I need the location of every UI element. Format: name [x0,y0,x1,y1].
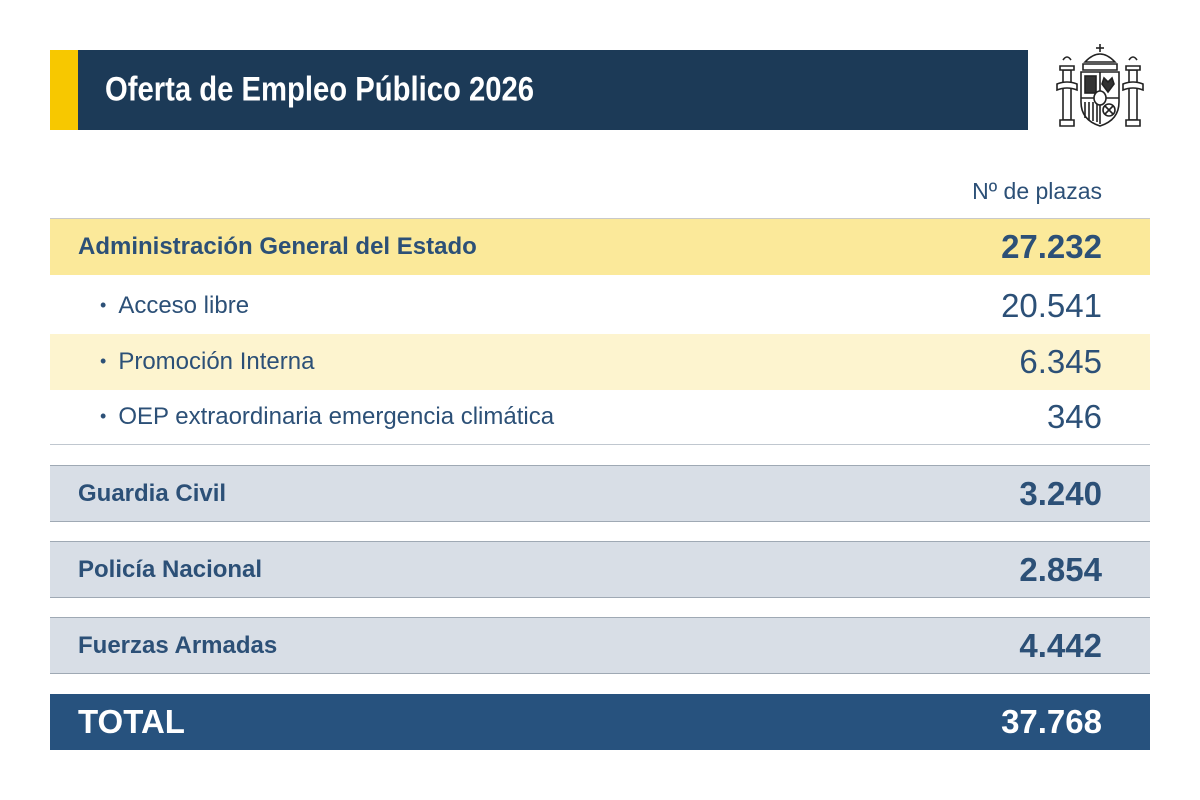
table-row: • OEP extraordinaria emergencia climática… [50,390,1150,445]
row-label-text: OEP extraordinaria emergencia climática [118,403,555,430]
table-row: • Acceso libre 20.541 [50,278,1150,334]
table-row: Fuerzas Armadas 4.442 [50,617,1150,674]
total-value: 37.768 [1001,703,1102,740]
row-label: Policía Nacional [78,555,263,583]
row-label: Fuerzas Armadas [78,631,278,659]
bullet-icon: • [100,351,107,371]
row-value: 2.854 [1019,550,1102,588]
row-label: • Acceso libre [100,292,249,320]
table-row: Policía Nacional 2.854 [50,541,1150,598]
row-value: 4.442 [1019,626,1102,664]
table-row: Administración General del Estado 27.232 [50,218,1150,275]
column-header: Nº de plazas [972,178,1102,204]
table-row: Guardia Civil 3.240 [50,465,1150,522]
title-accent [50,50,78,130]
row-value: 20.541 [1001,287,1102,324]
bullet-icon: • [100,295,107,315]
row-label-text: Promoción Interna [118,348,315,375]
row-value: 3.240 [1019,474,1102,512]
title-bar: Oferta de Empleo Público 2026 [50,50,1028,130]
row-value: 27.232 [1001,228,1102,265]
row-label: Administración General del Estado [78,233,477,260]
row-value: 346 [1046,398,1102,435]
total-label: TOTAL [78,703,185,740]
total-row: TOTAL 37.768 [50,694,1150,750]
bullet-icon: • [100,406,107,426]
row-value: 6.345 [1019,343,1102,380]
row-label: • OEP extraordinaria emergencia climática [100,403,554,431]
table-row: • Promoción Interna 6.345 [50,334,1150,390]
row-label-text: Acceso libre [118,292,250,319]
spain-coat-of-arms-icon [1056,44,1144,127]
page-title: Oferta de Empleo Público 2026 [105,70,534,109]
row-label: • Promoción Interna [100,348,314,376]
row-label: Guardia Civil [78,479,227,507]
